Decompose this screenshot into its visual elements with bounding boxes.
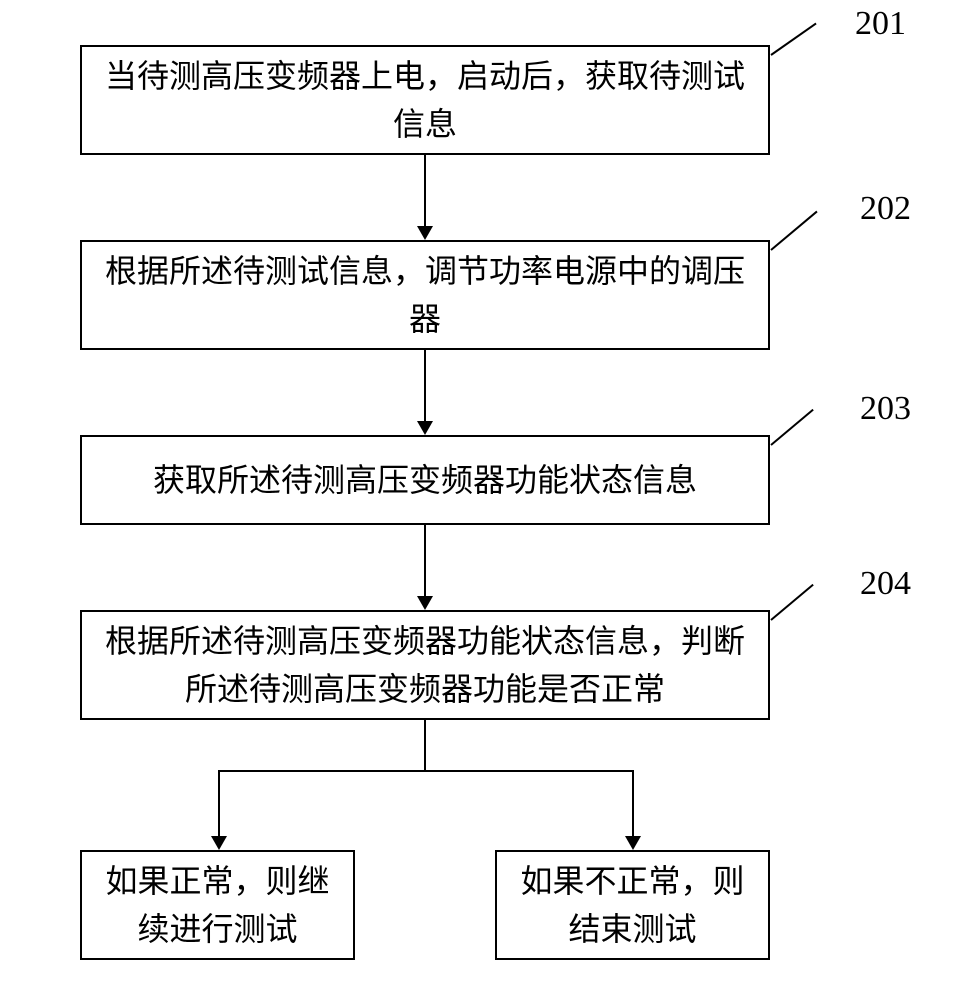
label-202: 202 [860,190,911,228]
callout-line-3 [770,409,813,446]
step2-text: 根据所述待测试信息，调节功率电源中的调压器 [102,247,748,343]
branch-h-line [218,770,634,772]
branch-arrow-right [632,770,634,848]
step3-text: 获取所述待测高压变频器功能状态信息 [153,456,697,504]
branch-no-box: 如果不正常，则结束测试 [495,850,770,960]
label-201: 201 [855,5,906,43]
branch-arrow-left [218,770,220,848]
callout-line-4 [770,584,813,621]
callout-line-2 [770,211,817,251]
flowchart-container: 当待测高压变频器上电，启动后，获取待测试信息 201 根据所述待测试信息，调节功… [0,0,976,1000]
arrow-1-2 [424,155,426,238]
step1-box: 当待测高压变频器上电，启动后，获取待测试信息 [80,45,770,155]
label-203: 203 [860,390,911,428]
branch-yes-text: 如果正常，则继续进行测试 [102,857,333,953]
step3-box: 获取所述待测高压变频器功能状态信息 [80,435,770,525]
step4-box: 根据所述待测高压变频器功能状态信息，判断所述待测高压变频器功能是否正常 [80,610,770,720]
label-204: 204 [860,565,911,603]
step2-box: 根据所述待测试信息，调节功率电源中的调压器 [80,240,770,350]
branch-no-text: 如果不正常，则结束测试 [517,857,748,953]
arrow-3-4 [424,525,426,608]
branch-yes-box: 如果正常，则继续进行测试 [80,850,355,960]
step1-text: 当待测高压变频器上电，启动后，获取待测试信息 [102,52,748,148]
branch-v-line [424,720,426,770]
callout-line-1 [770,23,816,56]
step4-text: 根据所述待测高压变频器功能状态信息，判断所述待测高压变频器功能是否正常 [102,617,748,713]
arrow-2-3 [424,350,426,433]
